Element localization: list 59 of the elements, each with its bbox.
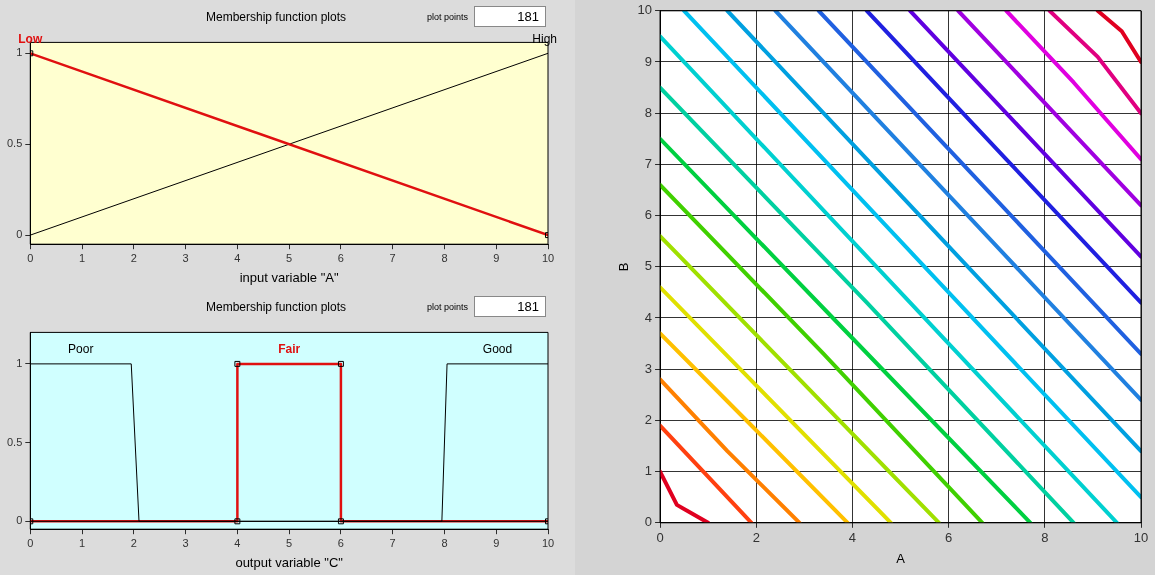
- x-tick-label: 5: [286, 536, 293, 549]
- series-label: Good: [482, 342, 513, 357]
- x-tick-label: 3: [182, 251, 189, 264]
- y-tick-label: 3: [644, 360, 653, 376]
- series-label: Fair: [278, 342, 301, 357]
- x-tick-label: 0: [27, 251, 34, 264]
- y-axis-title: B: [616, 262, 632, 272]
- x-tick-label: 6: [945, 530, 953, 546]
- y-tick-label: 0: [16, 228, 23, 241]
- x-tick-label: 6: [337, 251, 344, 264]
- x-tick-label: 1: [79, 536, 86, 549]
- series-label: High: [532, 31, 558, 46]
- y-tick-label: 9: [644, 53, 653, 69]
- y-tick-label: 6: [644, 207, 653, 223]
- x-tick-label: 10: [541, 251, 555, 264]
- x-tick-label: 4: [234, 536, 241, 549]
- x-tick-label: 9: [493, 536, 500, 549]
- x-tick-label: 0: [656, 530, 664, 546]
- series-label: Poor: [68, 342, 94, 357]
- y-tick-label: 1: [16, 46, 23, 59]
- x-tick-label: 0: [27, 536, 34, 549]
- x-axis-title: A: [896, 550, 906, 566]
- x-tick-label: 2: [130, 536, 137, 549]
- text: plot points: [426, 11, 468, 22]
- text: 181: [474, 6, 546, 27]
- x-tick-label: 2: [752, 530, 760, 546]
- text: 181: [474, 296, 546, 317]
- y-tick-label: 1: [644, 463, 653, 479]
- y-tick-label: 1: [16, 356, 23, 369]
- x-tick-label: 8: [1041, 530, 1049, 546]
- x-axis-title: output variable "C": [235, 554, 344, 570]
- text: plot points: [426, 301, 468, 312]
- x-tick-label: 3: [182, 536, 189, 549]
- y-tick-label: 7: [644, 155, 653, 171]
- chart-title: Membership function plots: [205, 299, 347, 314]
- y-tick-label: 0.5: [6, 435, 23, 448]
- x-tick-label: 1: [79, 251, 86, 264]
- x-tick-label: 8: [441, 536, 448, 549]
- x-tick-label: 10: [541, 536, 555, 549]
- y-tick-label: 8: [644, 104, 653, 120]
- chart-title: Membership function plots: [205, 9, 347, 24]
- x-tick-label: 10: [1133, 530, 1149, 546]
- x-tick-label: 9: [493, 251, 500, 264]
- x-tick-label: 4: [848, 530, 857, 546]
- y-tick-label: 0: [16, 514, 23, 527]
- y-tick-label: 0.5: [6, 137, 23, 150]
- y-tick-label: 2: [644, 411, 653, 427]
- x-tick-label: 6: [337, 536, 344, 549]
- x-tick-label: 2: [130, 251, 137, 264]
- x-tick-label: 7: [389, 536, 396, 549]
- x-tick-label: 4: [234, 251, 241, 264]
- x-tick-label: 5: [286, 251, 293, 264]
- x-axis-title: input variable "A": [239, 269, 339, 285]
- y-tick-label: 4: [644, 309, 653, 325]
- y-tick-label: 10: [637, 2, 653, 18]
- x-tick-label: 8: [441, 251, 448, 264]
- series-label: Low: [18, 31, 43, 46]
- y-tick-label: 0: [644, 514, 653, 530]
- x-tick-label: 7: [389, 251, 396, 264]
